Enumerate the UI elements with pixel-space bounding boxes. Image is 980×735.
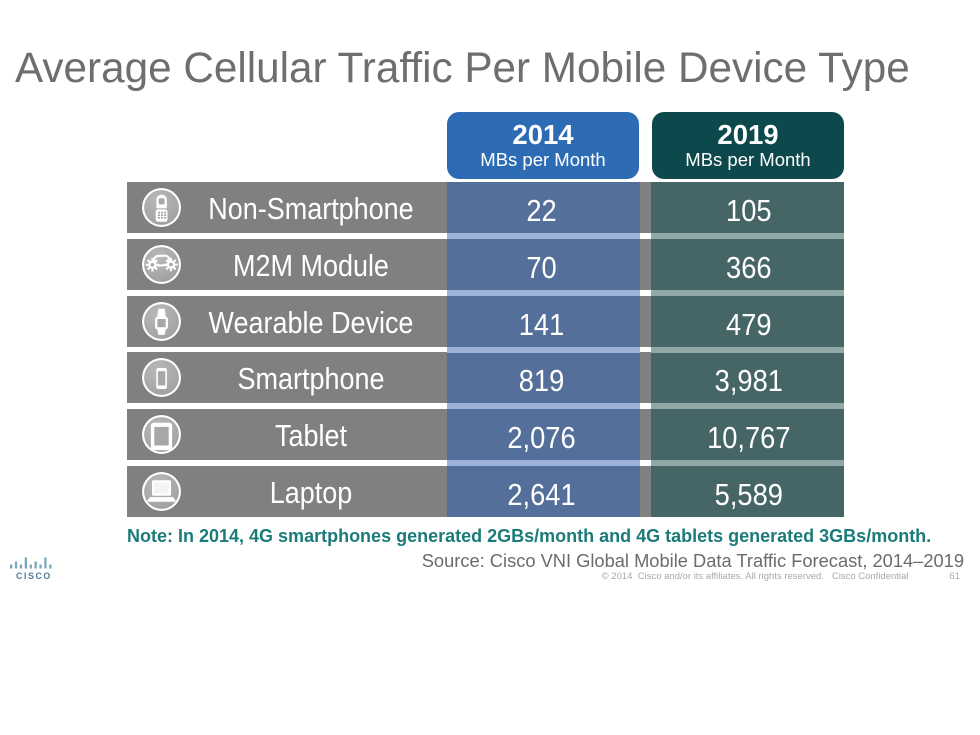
svg-text:CISCO: CISCO xyxy=(16,571,52,581)
